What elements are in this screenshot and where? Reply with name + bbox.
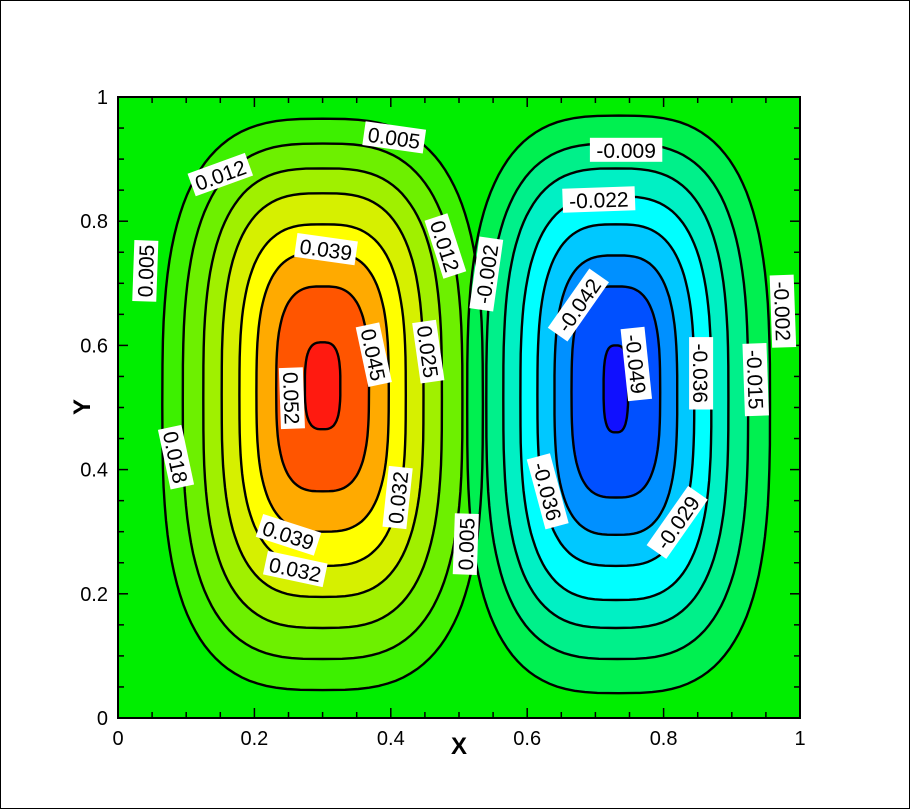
contour-label-box <box>362 121 427 154</box>
x-tick-label: 0.4 <box>377 728 405 750</box>
contour-label-text: -0.015 <box>742 349 767 409</box>
contour-label: -0.002 <box>769 274 797 348</box>
contour-label-box <box>294 232 358 266</box>
contour-label-box <box>562 186 636 213</box>
contour-label: -0.009 <box>589 137 663 163</box>
contour-line-1-3 <box>519 195 713 602</box>
contour-label-box <box>469 236 504 312</box>
contour-label-box <box>278 367 305 430</box>
contour-label-box <box>255 513 322 556</box>
contour-label-box <box>620 326 653 402</box>
contour-line-0-3 <box>220 192 425 599</box>
contour-label-box <box>769 274 797 348</box>
contour-label: -0.015 <box>742 343 769 417</box>
contour-label-box <box>187 152 254 197</box>
y-tick-label: 0.8 <box>80 211 108 233</box>
contour-line-0-1 <box>181 142 464 661</box>
y-tick-label: 1 <box>97 87 108 109</box>
y-tick-label: 0.6 <box>80 335 108 357</box>
contour-label-text: 0.005 <box>455 517 480 570</box>
contour-label-text: 0.052 <box>278 372 303 425</box>
contour-label-box <box>547 268 609 342</box>
contour-label: 0.005 <box>452 513 480 576</box>
x-tick-label: 0.8 <box>650 728 678 750</box>
contour-fill-0-7 <box>304 342 341 430</box>
contour-label-box <box>424 213 467 279</box>
contour-line-0-6 <box>274 285 371 493</box>
contour-line-1-0 <box>465 114 772 695</box>
contour-label-box <box>646 485 708 559</box>
contour-label-text: -0.022 <box>569 188 629 213</box>
contour-label-box <box>132 239 159 302</box>
contour-label-box <box>412 319 445 384</box>
contour-label: -0.036 <box>688 337 714 410</box>
contour-label: -0.022 <box>562 186 636 214</box>
contour-label-text: 0.005 <box>134 244 159 297</box>
contour-line-0-4 <box>238 223 408 568</box>
contour-label-text: -0.002 <box>769 281 794 341</box>
contour-label-text: -0.009 <box>596 140 656 163</box>
y-tick-label: 0.2 <box>80 584 108 606</box>
y-axis-title: Y <box>69 399 96 415</box>
contour-label: 0.032 <box>382 465 413 530</box>
contour-fill-1-7 <box>603 345 629 433</box>
contour-label-text: -0.036 <box>688 344 711 404</box>
contour-line-1-2 <box>502 167 730 630</box>
y-tick-label: 0 <box>97 708 108 730</box>
axis-tick-labels: 0 0.2 0.4 0.6 0.8 1 0 0.2 0.4 0.6 0.8 1 <box>80 87 805 750</box>
contour-line-0-7 <box>303 341 342 431</box>
contour-label-box <box>157 424 195 490</box>
y-tick-label: 0.4 <box>80 460 108 482</box>
contour-line-0-5 <box>255 251 391 533</box>
x-tick-label: 0.2 <box>240 728 268 750</box>
contour-label-box <box>689 337 714 410</box>
contour-line-1-5 <box>553 254 679 537</box>
x-axis-title: X <box>451 733 467 760</box>
x-tick-label: 0 <box>112 728 123 750</box>
contour-label-box <box>452 513 479 576</box>
contour-label-box <box>742 343 769 417</box>
contour-line-1-6 <box>570 285 662 499</box>
x-tick-label: 0.6 <box>513 728 541 750</box>
contour-line-1-1 <box>485 142 750 661</box>
contour-label-text: 0.032 <box>385 470 413 525</box>
contour-label-box <box>262 550 328 588</box>
contour-label: 0.039 <box>294 232 358 266</box>
contour-label: 0.052 <box>278 367 305 430</box>
contour-label: 0.005 <box>132 239 159 302</box>
x-tick-label: 1 <box>794 728 805 750</box>
contour-label-box <box>589 137 663 162</box>
plot-area <box>118 97 800 718</box>
contour-label-box <box>355 322 392 388</box>
contour-label-box <box>382 465 413 530</box>
contour-line-0-2 <box>202 167 444 630</box>
contour-label-box <box>526 453 569 530</box>
